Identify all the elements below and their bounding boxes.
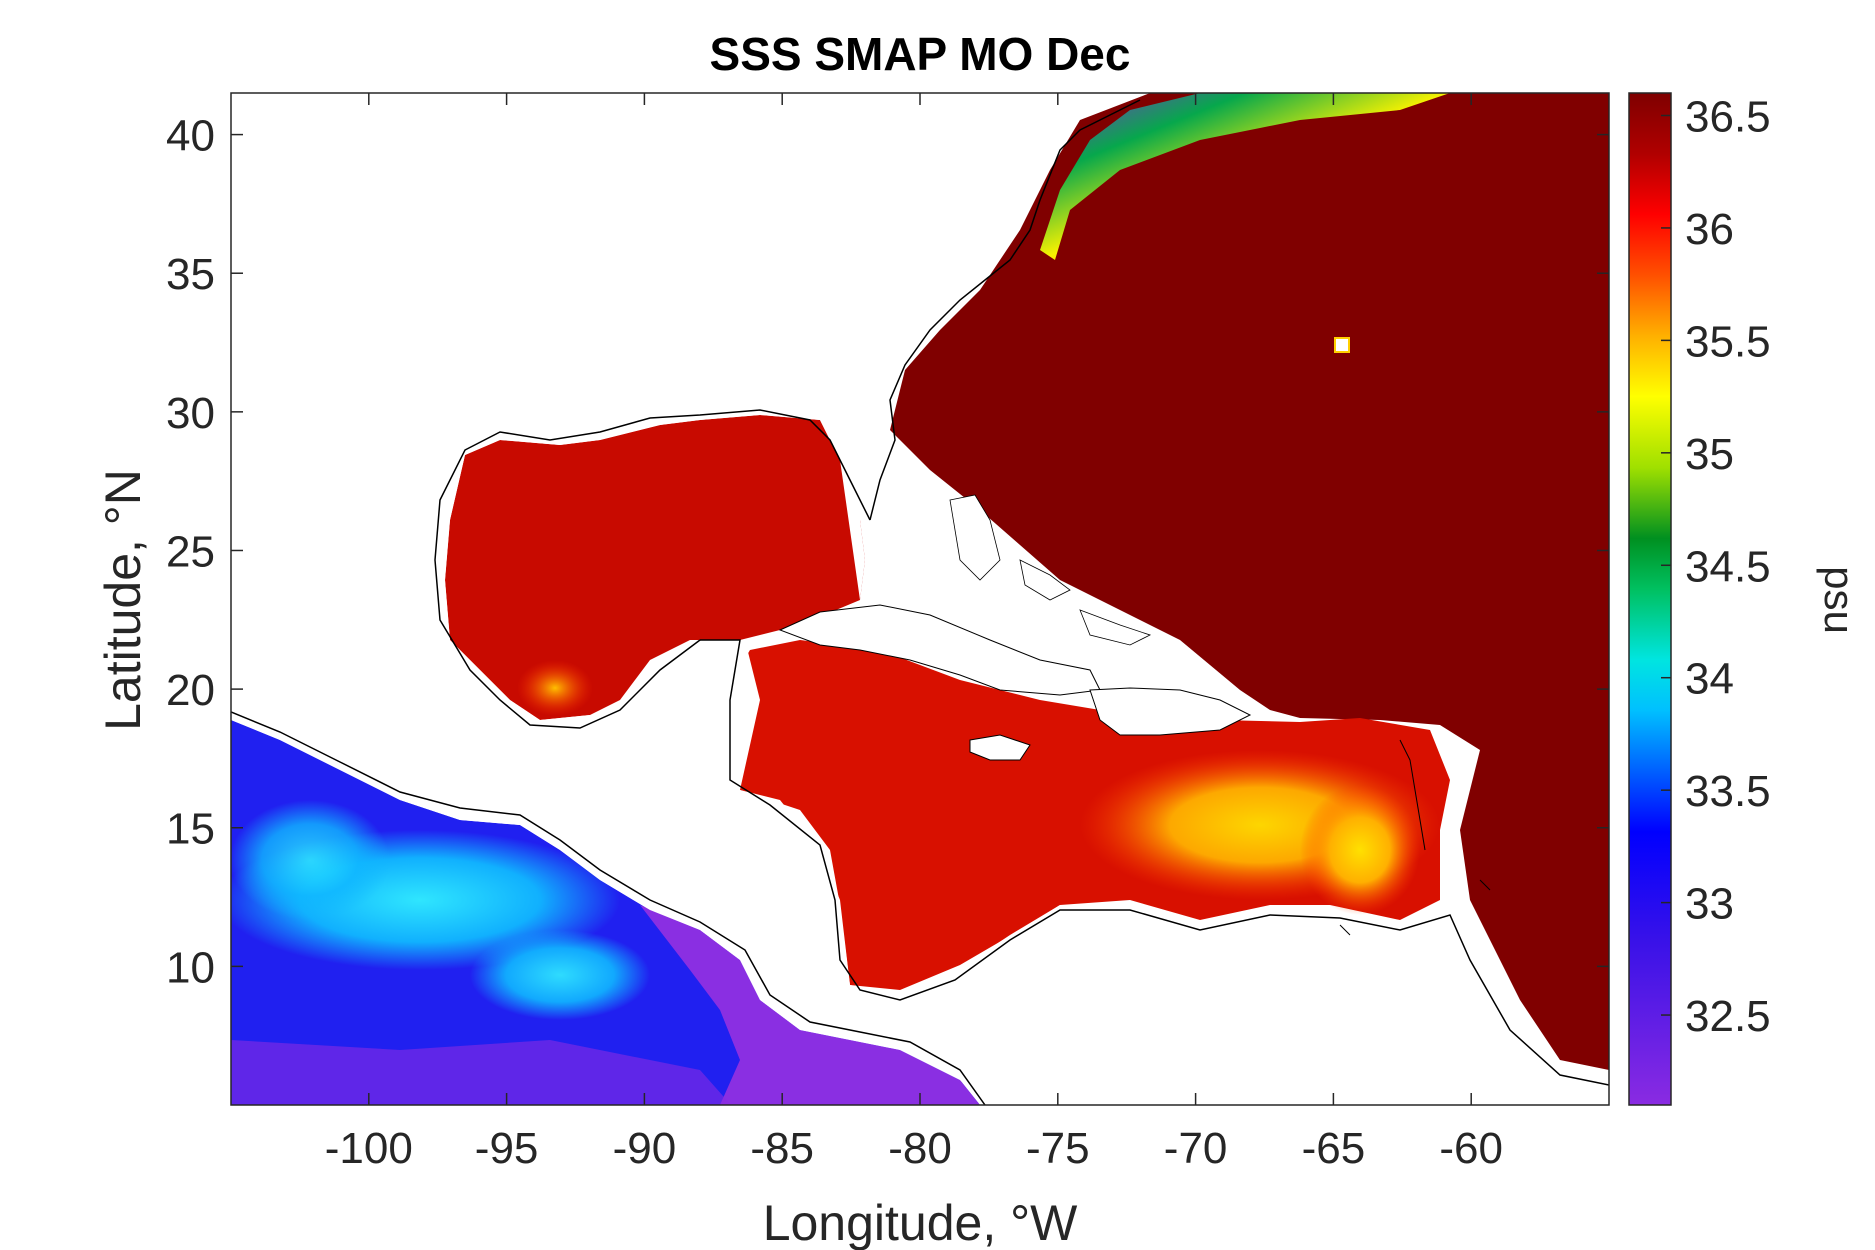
colorbar-ticks: 32.5 33 33.5 34 34.5 35 35.5 36 36.5 xyxy=(1661,92,1771,1041)
gulf-fresher-patch xyxy=(517,660,593,716)
coastline-pacific xyxy=(231,711,986,1105)
atlantic-ocean-region xyxy=(890,93,1609,1070)
y-axis-ticks: 10 15 20 25 30 35 40 xyxy=(166,112,1609,992)
y-tick-label: 35 xyxy=(166,250,215,299)
colorbar-label: psu xyxy=(1816,566,1863,634)
bermuda-island xyxy=(1334,337,1350,353)
colorbar xyxy=(1628,92,1672,1106)
coastline-islands-antilles xyxy=(1339,739,1491,936)
y-axis-label: Latitude, °N xyxy=(95,469,151,731)
bahamas-land xyxy=(949,494,1152,646)
pacific-purple-south xyxy=(231,1040,731,1105)
y-tick-label: 40 xyxy=(166,112,215,161)
x-axis-label: Longitude, °W xyxy=(763,1195,1078,1250)
x-tick-label: -100 xyxy=(325,1124,413,1173)
colorbar-tick-label: 32.5 xyxy=(1685,992,1771,1041)
coastline-us-east xyxy=(869,99,1141,521)
y-tick-label: 15 xyxy=(166,805,215,854)
salinity-field xyxy=(231,93,1609,1105)
colorbar-tick-label: 35.5 xyxy=(1685,317,1771,366)
x-tick-label: -65 xyxy=(1302,1124,1366,1173)
coastline-gulf xyxy=(434,409,871,729)
colorbar-tick-label: 34 xyxy=(1685,655,1734,704)
caribbean-fresher-patch-2 xyxy=(1300,785,1420,915)
y-tick-label: 20 xyxy=(166,666,215,715)
colorbar-tick-label: 33.5 xyxy=(1685,767,1771,816)
pacific-cyan-tongue-3 xyxy=(231,800,390,920)
x-tick-label: -75 xyxy=(1026,1124,1090,1173)
colorbar-tick-label: 35 xyxy=(1685,430,1734,479)
y-tick-label: 30 xyxy=(166,389,215,438)
gulf-of-mexico-region xyxy=(445,415,865,720)
x-tick-label: -95 xyxy=(475,1124,539,1173)
colorbar-tick-label: 33 xyxy=(1685,880,1734,929)
chart-title: SSS SMAP MO Dec xyxy=(710,28,1131,80)
x-tick-label: -60 xyxy=(1439,1124,1503,1173)
y-tick-label: 25 xyxy=(166,527,215,576)
coastline-central-america xyxy=(700,639,1609,1086)
jamaica-land xyxy=(969,734,1031,761)
colorbar-tick-label: 36.5 xyxy=(1685,92,1771,141)
x-tick-label: -85 xyxy=(750,1124,814,1173)
colorbar-tick-label: 34.5 xyxy=(1685,542,1771,591)
pacific-cyan-tongue-2 xyxy=(470,930,650,1020)
x-tick-label: -90 xyxy=(613,1124,677,1173)
y-tick-label: 10 xyxy=(166,943,215,992)
pacific-purple-band xyxy=(640,905,980,1105)
shelf-band xyxy=(1040,93,1450,260)
x-tick-label: -70 xyxy=(1164,1124,1228,1173)
x-axis-ticks: -100 -95 -90 -85 -80 -75 -70 -65 -60 xyxy=(325,93,1503,1173)
x-tick-label: -80 xyxy=(888,1124,952,1173)
hispaniola-land xyxy=(1089,687,1252,736)
colorbar-tick-label: 36 xyxy=(1685,205,1734,254)
